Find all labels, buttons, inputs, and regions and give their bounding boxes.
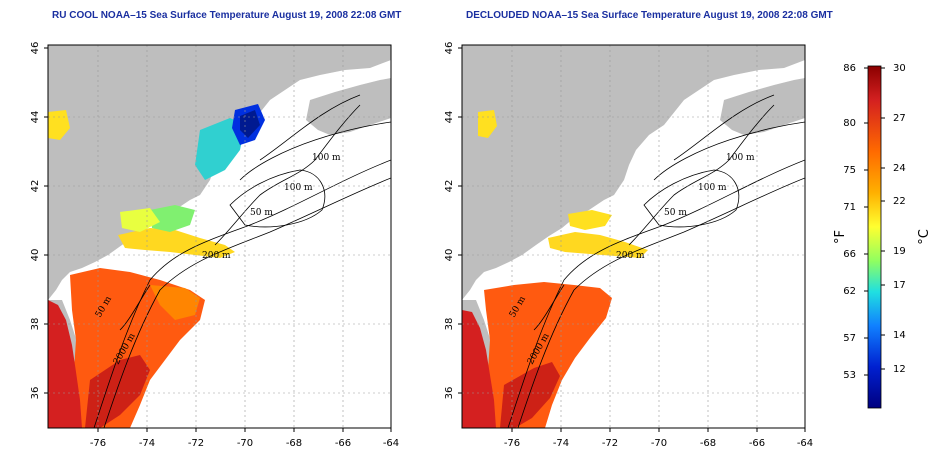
c-tick-label: 22	[893, 196, 906, 207]
lon-tick-label: -76	[90, 438, 106, 449]
lat-tick-label: 46	[444, 42, 455, 55]
lon-tick-label: -70	[651, 438, 667, 449]
sst-hot-core	[85, 355, 150, 428]
nova-scotia	[720, 78, 805, 135]
lon-tick-label: -64	[797, 438, 813, 449]
contour-label: 100 m	[312, 153, 341, 163]
sst-green-patch	[150, 205, 195, 232]
lat-tick-label: 42	[444, 180, 455, 193]
contour-label: 100 m	[726, 153, 755, 163]
f-tick-label: 71	[843, 202, 856, 213]
lon-tick-label: -66	[749, 438, 765, 449]
f-tick-label: 62	[843, 286, 856, 297]
lon-tick-label: -68	[700, 438, 716, 449]
left-map-frame	[47, 44, 392, 429]
c-tick-label: 14	[893, 330, 906, 341]
land-mass	[462, 45, 805, 300]
sst-yellow-gom	[568, 210, 612, 230]
left-map-title: RU COOL NOAA–15 Sea Surface Temperature …	[52, 10, 402, 21]
c-tick-label: 30	[893, 63, 906, 74]
lon-tick-label: -74	[139, 438, 155, 449]
colorbar-gradient	[867, 65, 882, 409]
contour-label: 200 m	[616, 251, 645, 261]
lon-tick-label: -72	[188, 438, 204, 449]
bathymetry-contours	[93, 94, 391, 428]
temperature-colorbar: 86 80 75 71 66 62 57 53 30 27 24 22 19 1…	[833, 63, 932, 409]
c-tick-label: 24	[893, 163, 906, 174]
sst-cyan-gom	[195, 118, 245, 180]
lon-tick-label: -70	[237, 438, 253, 449]
f-tick-label: 75	[843, 165, 856, 176]
contour-label: 50 m	[250, 208, 273, 218]
c-tick-label: 19	[893, 246, 906, 257]
lon-tick-label: -66	[335, 438, 351, 449]
left-lat-axis: 46 44 42 40 38 36	[30, 42, 48, 400]
right-lat-axis: 46 44 42 40 38 36	[444, 42, 462, 400]
lat-tick-label: 38	[30, 318, 41, 331]
nova-scotia	[306, 78, 391, 135]
lat-tick-label: 40	[30, 249, 41, 262]
f-tick-label: 86	[843, 63, 856, 74]
celsius-label: °C	[917, 229, 932, 245]
lat-tick-label: 36	[30, 387, 41, 400]
contour-label: 100 m	[284, 183, 313, 193]
graticule	[48, 45, 391, 428]
lon-tick-label: -68	[286, 438, 302, 449]
f-tick-label: 80	[843, 118, 856, 129]
sst-hot-region	[462, 310, 496, 428]
lat-tick-label: 44	[444, 111, 455, 124]
bathymetry-contours	[507, 94, 805, 428]
lat-tick-label: 38	[444, 318, 455, 331]
sst-hot-core	[500, 362, 560, 428]
f-tick-label: 66	[843, 249, 856, 260]
lat-tick-label: 36	[444, 387, 455, 400]
sst-yellow-gom	[120, 208, 160, 232]
contour-label: 200 m	[202, 251, 231, 261]
c-tick-label: 12	[893, 364, 906, 375]
c-tick-label: 17	[893, 280, 906, 291]
contour-label: 100 m	[698, 183, 727, 193]
graticule	[462, 45, 805, 428]
lat-tick-label: 46	[30, 42, 41, 55]
f-tick-label: 53	[843, 370, 856, 381]
lon-tick-label: -76	[504, 438, 520, 449]
c-tick-label: 27	[893, 113, 906, 124]
fahrenheit-label: °F	[833, 230, 848, 244]
sst-yellow-nw	[48, 110, 70, 140]
sst-orange-band	[150, 285, 200, 320]
lat-tick-label: 40	[444, 249, 455, 262]
lat-tick-label: 44	[30, 111, 41, 124]
contour-label: 50 m	[664, 208, 687, 218]
lon-tick-label: -64	[383, 438, 399, 449]
f-tick-label: 57	[843, 333, 856, 344]
lon-tick-label: -72	[602, 438, 618, 449]
right-map-frame	[461, 44, 806, 429]
left-map-panel: 100 m 100 m 50 m 200 m 50 m 2000 m	[30, 42, 399, 449]
right-map-title: DECLOUDED NOAA–15 Sea Surface Temperatur…	[466, 10, 833, 21]
sst-hot-region	[48, 300, 82, 428]
lon-tick-label: -74	[553, 438, 569, 449]
left-lon-axis: -76 -74 -72 -70 -68 -66 -64	[90, 428, 399, 449]
right-lon-axis: -76 -74 -72 -70 -68 -66 -64	[504, 428, 813, 449]
right-map-panel: 100 m 100 m 50 m 200 m 50 m 2000 m 46	[444, 42, 813, 449]
lat-tick-label: 42	[30, 180, 41, 193]
sst-yellow-slope	[548, 232, 648, 258]
